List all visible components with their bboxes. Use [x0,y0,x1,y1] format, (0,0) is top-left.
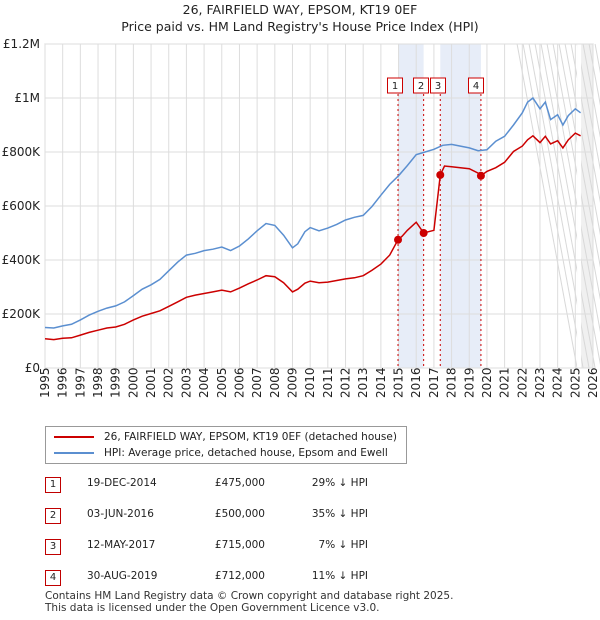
forecast-hatch [588,43,600,106]
footer: Contains HM Land Registry data © Crown c… [45,590,453,614]
transaction-hpi: 35% ↓ HPI [311,508,368,520]
transaction-number: 4 [45,570,61,586]
x-tick-label: 2025 [568,367,582,398]
x-tick-label: 2024 [551,367,565,398]
transaction-point [476,171,485,180]
x-tick-label: 2003 [179,367,193,398]
x-tick-label: 2001 [144,367,158,398]
x-tick-label: 1999 [109,367,123,398]
transaction-price: £475,000 [214,477,265,489]
legend-label-hpi: HPI: Average price, detached house, Epso… [104,447,388,459]
footer-copyright: Contains HM Land Registry data © Crown c… [45,590,454,602]
legend-label-property: 26, FAIRFIELD WAY, EPSOM, KT19 0EF (deta… [104,431,397,443]
x-tick-label: 2006 [232,367,246,398]
y-tick-label: £1.2M [3,37,40,51]
transaction-marker-label: 2 [418,81,424,92]
chart-title: 26, FAIRFIELD WAY, EPSOM, KT19 0EF [182,2,418,17]
y-tick-label: £0 [25,361,40,375]
transaction-marker-box [430,77,446,94]
transaction-point [394,235,403,244]
x-tick-label: 2004 [197,367,211,398]
x-tick-label: 2021 [498,367,512,398]
x-tick-label: 2000 [126,367,140,398]
x-tick-label: 2011 [321,367,335,398]
y-tick-label: £600K [2,199,42,213]
x-tick-label: 1998 [91,367,105,398]
series-line [44,132,581,341]
transaction-point [419,229,428,237]
x-tick-label: 1995 [38,367,52,398]
y-tick-label: £200K [2,307,42,321]
legend-swatch-hpi [54,452,94,454]
transaction-hpi: 11% ↓ HPI [311,570,368,582]
x-tick-label: 1997 [73,367,87,398]
x-tick-label: 2019 [462,367,476,398]
x-tick-label: 2017 [427,367,441,398]
transaction-price: £712,000 [214,570,265,582]
transaction-date: 03-JUN-2016 [87,508,154,520]
legend-swatch-property [54,436,94,438]
table-row: 1 19-DEC-2014 £475,000 29% ↓ HPI [45,476,405,493]
y-tick-label: £800K [2,145,42,159]
x-tick-label: 1996 [56,367,70,398]
chart-subtitle: Price paid vs. HM Land Registry's House … [121,19,479,34]
transaction-number: 3 [45,539,61,555]
x-tick-label: 2013 [356,367,370,398]
transaction-number: 1 [45,477,61,493]
x-tick-label: 2026 [586,367,600,398]
legend-item-property: 26, FAIRFIELD WAY, EPSOM, KT19 0EF (deta… [54,430,397,444]
x-tick-label: 2022 [515,367,529,398]
x-tick-label: 2007 [250,367,264,398]
x-tick-label: 2020 [480,367,494,398]
transaction-number: 2 [45,508,61,524]
x-tick-label: 2005 [215,367,229,398]
x-tick-label: 2008 [268,367,282,398]
x-tick-label: 2023 [533,367,547,398]
x-tick-label: 2010 [303,367,317,398]
x-tick-label: 2018 [445,367,459,398]
transaction-date: 12-MAY-2017 [87,539,156,551]
x-tick-label: 2015 [392,367,406,398]
transaction-price: £500,000 [214,508,265,520]
x-tick-label: 2014 [374,367,388,398]
transaction-date: 30-AUG-2019 [87,570,158,582]
transaction-marker-box [413,77,429,94]
forecast-hatch [594,43,600,74]
transaction-hpi: 7% ↓ HPI [318,539,368,551]
transaction-marker-label: 4 [473,81,479,92]
transaction-price: £715,000 [214,539,265,551]
x-tick-label: 2016 [409,367,423,398]
x-tick-label: 2012 [339,367,353,398]
y-tick-label: £400K [2,253,42,267]
table-row: 3 12-MAY-2017 £715,000 7% ↓ HPI [45,538,405,555]
transaction-date: 19-DEC-2014 [87,477,157,489]
legend: 26, FAIRFIELD WAY, EPSOM, KT19 0EF (deta… [45,426,407,464]
x-tick-label: 2009 [285,367,299,398]
series-line [44,96,582,329]
table-row: 4 30-AUG-2019 £712,000 11% ↓ HPI [45,569,405,586]
transaction-marker-box [468,77,484,94]
legend-item-hpi: HPI: Average price, detached house, Epso… [54,446,388,460]
transaction-point [436,170,445,179]
footer-licence: This data is licensed under the Open Gov… [45,602,380,614]
y-tick-label: £1M [14,91,40,105]
transaction-marker-label: 1 [392,81,398,92]
transaction-marker-label: 3 [435,81,441,92]
transaction-hpi: 29% ↓ HPI [311,477,368,489]
transaction-marker-box [387,77,403,94]
table-row: 2 03-JUN-2016 £500,000 35% ↓ HPI [45,507,405,524]
x-tick-label: 2002 [162,367,176,398]
